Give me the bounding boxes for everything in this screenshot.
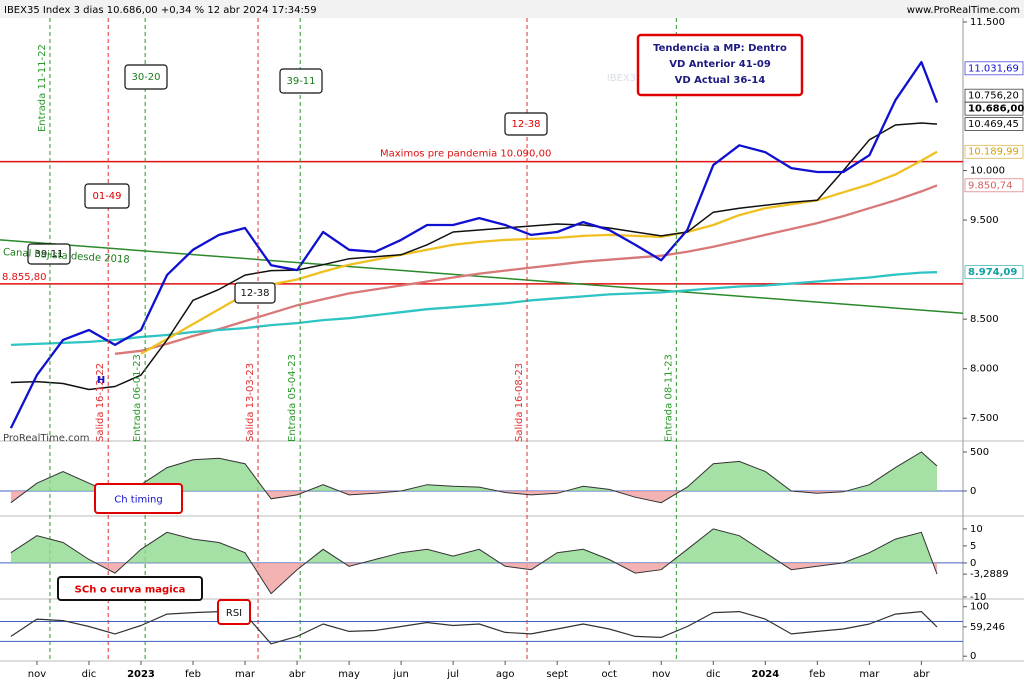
series-line [10, 451, 938, 504]
price-label-box [964, 144, 1024, 159]
series-line [9, 60, 939, 429]
price-label-box [964, 265, 1024, 279]
positive-area [10, 452, 937, 491]
x-tick-label: mar [859, 669, 880, 680]
panel-title: Ch timing [114, 495, 162, 506]
trend-box-line: VD Actual 36-14 [675, 75, 766, 86]
series-line [10, 122, 938, 391]
x-tick-label: dic [82, 669, 97, 680]
x-tick-label: 2024 [751, 669, 779, 680]
signal-label: Salida 13-03-23 [245, 363, 256, 442]
signal-label: Entrada 06-01-23 [132, 354, 143, 442]
annotation: 12-38 [240, 288, 269, 299]
series-line [10, 528, 938, 595]
panel-title: RSI [226, 608, 242, 619]
signal-label: Salida 16-12-22 [95, 363, 106, 442]
y-tick-label: 0 [970, 486, 976, 497]
y-tick-label: 59,246 [970, 622, 1005, 633]
annotation: 39-11 [34, 249, 63, 260]
y-tick-label: 100 [970, 602, 989, 613]
x-tick-label: nov [652, 669, 670, 680]
y-tick-label: 5 [970, 541, 976, 552]
series-line [114, 184, 938, 355]
negative-area [10, 490, 847, 503]
price-label: 10.756,20 [968, 91, 1019, 102]
y-tick-label: 7.500 [970, 413, 999, 424]
panel [0, 611, 963, 645]
annotation: 12-38 [511, 119, 540, 130]
x-tick-label: dic [706, 669, 721, 680]
price-label: 10.686,00 [968, 104, 1024, 115]
x-tick-label: oct [601, 669, 617, 680]
price-label: 11.031,69 [968, 63, 1019, 74]
negative-area [95, 562, 937, 594]
price-label: 10.189,99 [968, 147, 1019, 158]
signal-label: Entrada 08-11-23 [663, 354, 674, 442]
annotation-box [234, 282, 276, 304]
header-site[interactable]: www.ProRealTime.com [907, 5, 1020, 16]
y-tick-label: 10 [970, 524, 983, 535]
price-label: 9.850,74 [968, 180, 1013, 191]
annotation: ProRealTime.com [3, 433, 89, 444]
annotation: 01-49 [92, 191, 121, 202]
signal-label: Entrada 11-11-22 [37, 44, 48, 132]
x-tick-label: abr [289, 669, 306, 680]
annotation: 39-11 [286, 76, 315, 87]
annotation: H [97, 375, 105, 386]
signal-label: Salida 16-08-23 [514, 363, 525, 442]
y-tick-label: 8.000 [970, 364, 999, 375]
price-label-box [964, 101, 1024, 116]
trend-box-line: Tendencia a MP: Dentro [653, 43, 787, 54]
annotation-box [124, 64, 168, 90]
x-tick-label: may [338, 669, 360, 680]
price-label-box [964, 61, 1024, 76]
x-tick-label: jul [446, 669, 459, 680]
x-tick-label: ago [496, 669, 515, 680]
trend-line [0, 239, 963, 314]
panel [0, 528, 963, 595]
y-tick-label: 0 [970, 651, 976, 662]
panel-title-box [57, 576, 203, 601]
x-tick-label: nov [28, 669, 46, 680]
x-tick-label: sept [546, 669, 568, 680]
annotation-box [504, 112, 548, 136]
price-label: 8.974,09 [968, 267, 1017, 278]
price-label-box [964, 117, 1024, 131]
header-title: IBEX35 Index 3 dias 10.686,00 +0,34 % 12… [4, 5, 317, 16]
y-tick-label: 0 [970, 558, 976, 569]
x-tick-label: jun [392, 669, 408, 680]
price-label: 10.469,45 [968, 119, 1019, 130]
x-tick-label: feb [809, 669, 825, 680]
annotation: 30-20 [131, 72, 160, 83]
annotation-box [84, 183, 130, 209]
signal-label: Entrada 05-04-23 [287, 354, 298, 442]
series-line [10, 611, 938, 645]
y-tick-label: 11.500 [970, 17, 1005, 28]
panel-title-box [94, 483, 183, 514]
annotation-box [27, 243, 71, 265]
y-tick-label: -10 [970, 592, 986, 603]
trend-box [636, 33, 804, 97]
annotation-box [279, 68, 323, 94]
price-label-box [964, 178, 1024, 193]
y-tick-label: 8.500 [970, 314, 999, 325]
x-tick-label: abr [913, 669, 930, 680]
positive-area [10, 528, 937, 563]
y-tick-label: 500 [970, 447, 989, 458]
x-tick-label: mar [235, 669, 256, 680]
panel-title-box [217, 599, 251, 625]
header-bar [0, 0, 1024, 18]
panel-title: SCh o curva magica [75, 585, 186, 596]
x-tick-label: feb [185, 669, 201, 680]
level-label: Maximos pre pandemia 10.090,00 [380, 149, 551, 160]
y-tick-label: 9.500 [970, 215, 999, 226]
level-label: 8.855,80 [2, 272, 47, 283]
series-line [10, 271, 938, 347]
trend-box-line: VD Anterior 41-09 [669, 59, 771, 70]
x-tick-label: 2023 [127, 669, 155, 680]
y-tick-label: -3,2889 [970, 569, 1009, 580]
y-tick-label: 10.000 [970, 166, 1005, 177]
